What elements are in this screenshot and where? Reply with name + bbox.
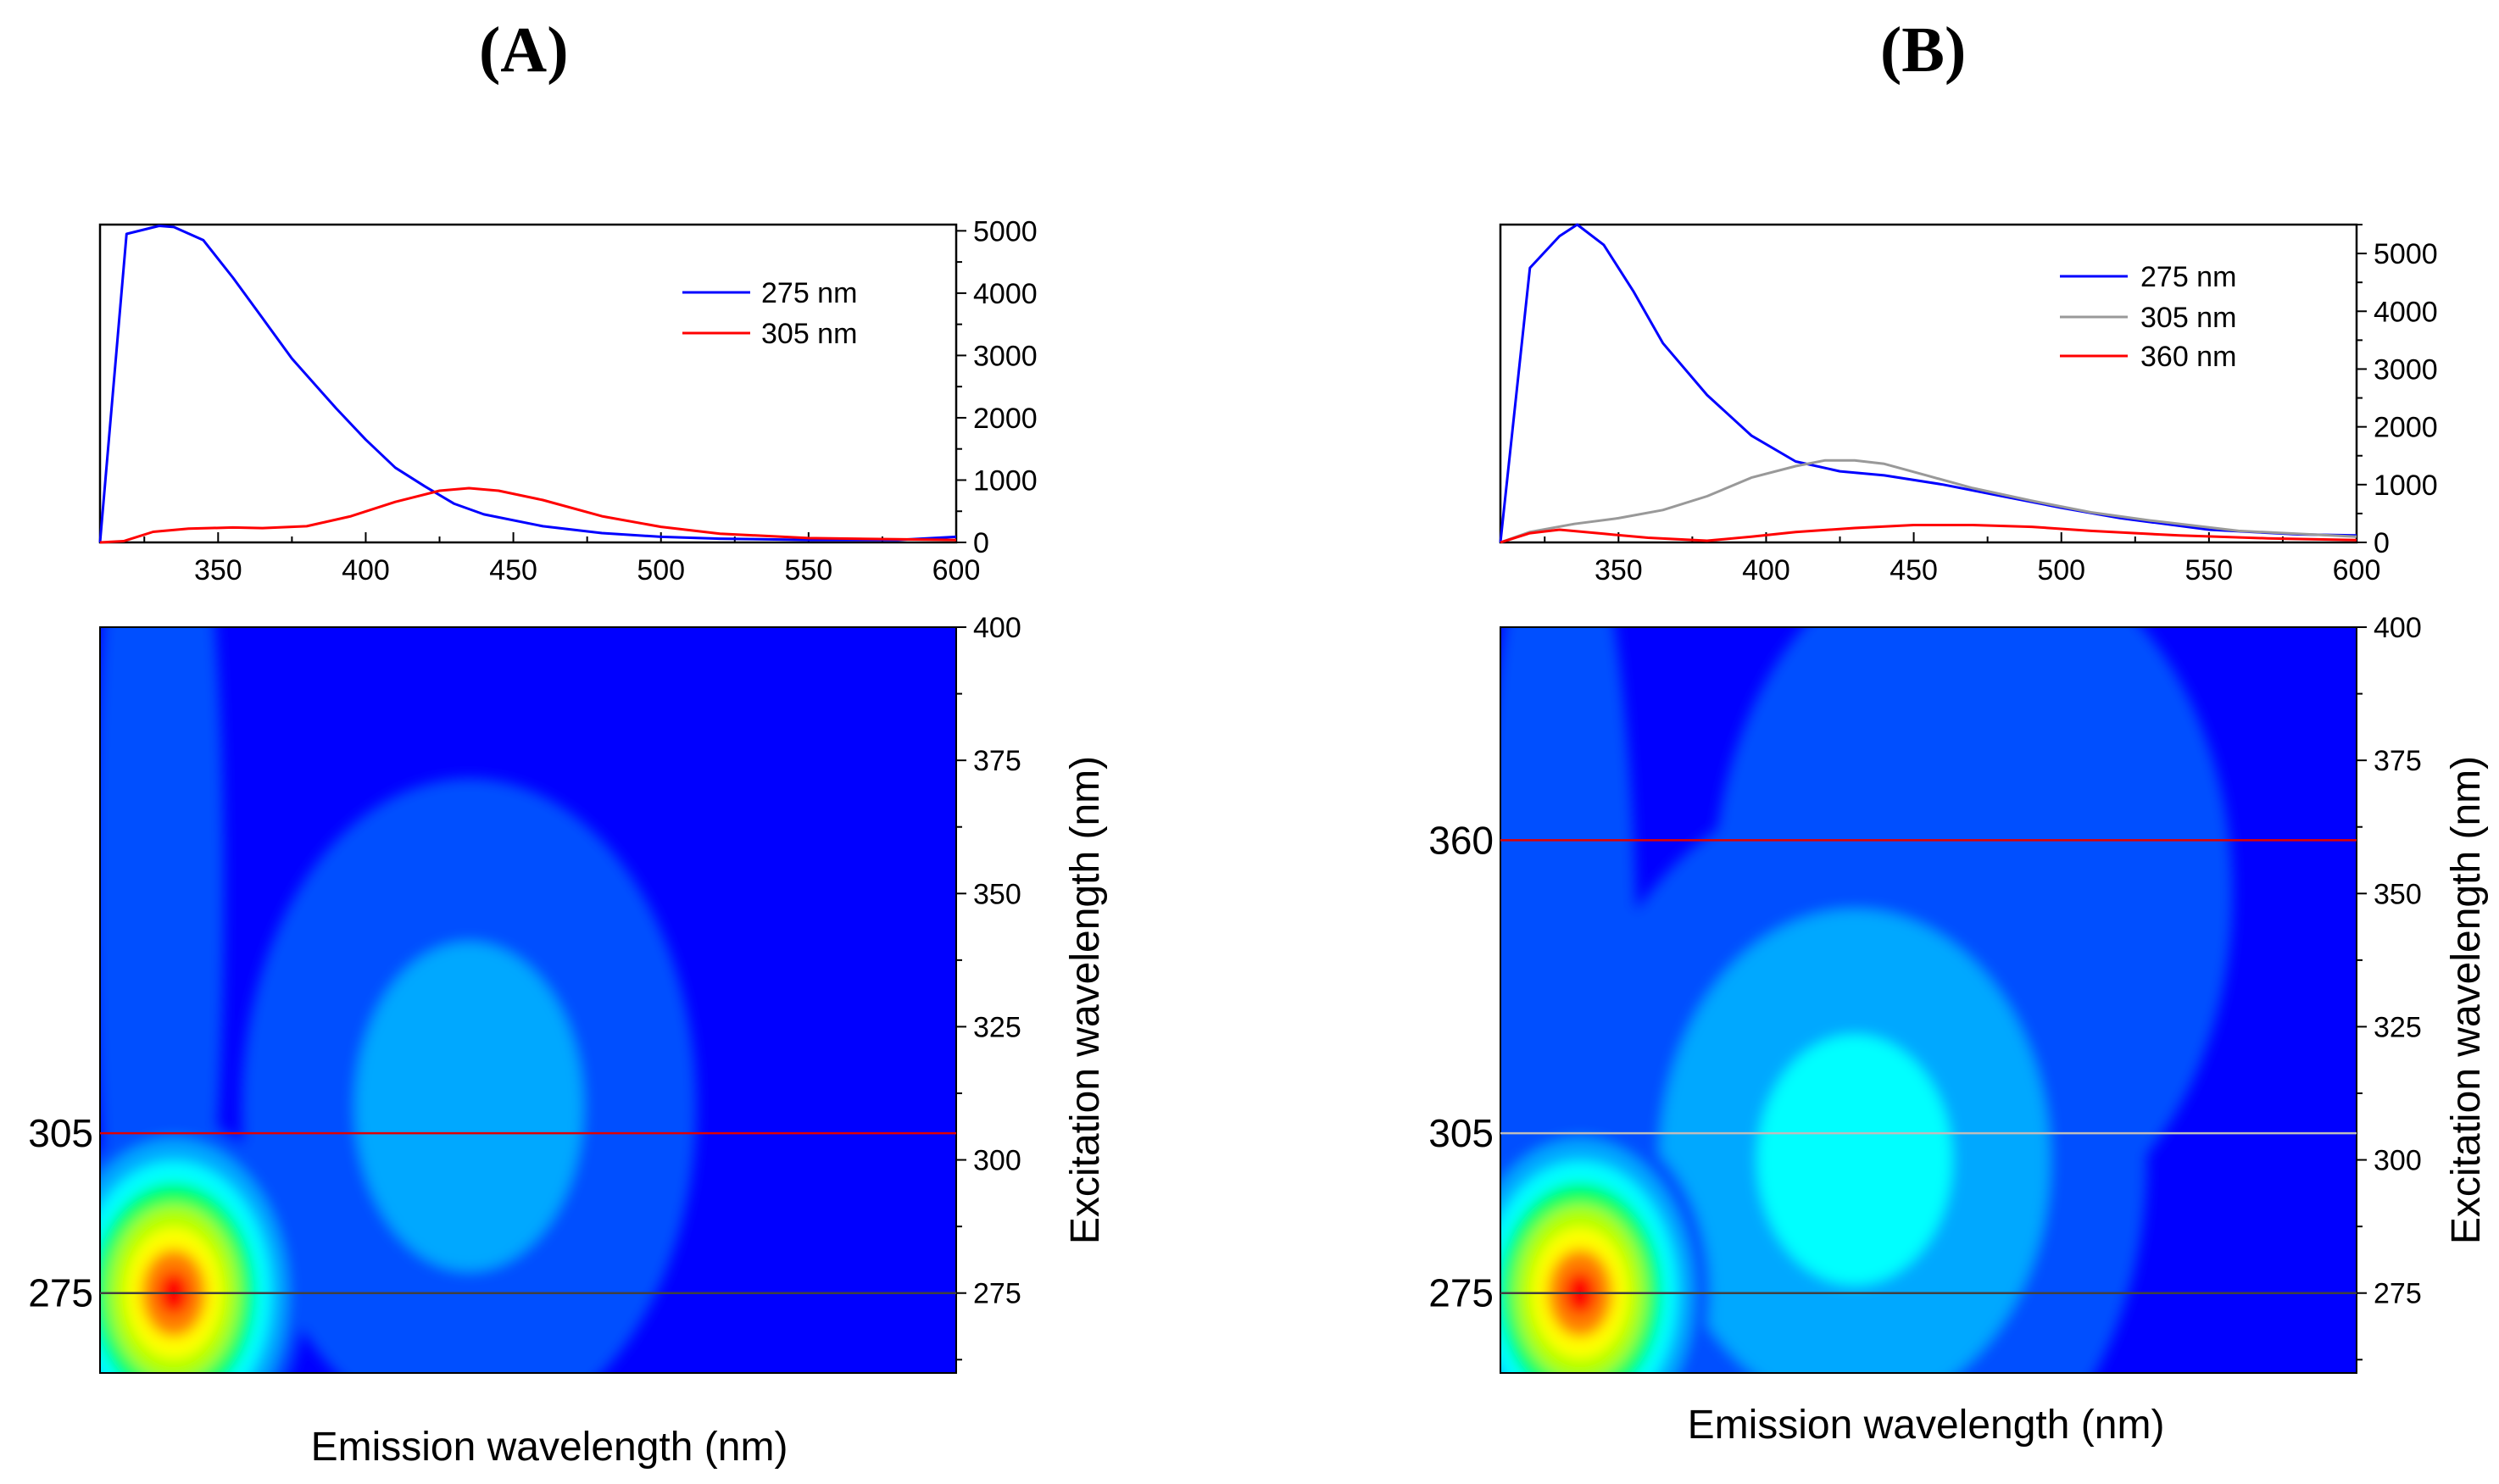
contour-level-2-peak-1 bbox=[355, 942, 583, 1271]
x-tick-label-400: 400 bbox=[342, 554, 390, 586]
spectra-a-frame bbox=[98, 223, 958, 544]
spectra-b-lines bbox=[1499, 223, 2357, 544]
panel-a-spectra: 350 400 450 500 550 600 0 1000 2000 3000 4000 5000… bbox=[98, 215, 1038, 586]
eem-a-x-axis-title: Emission wavelength (nm) bbox=[311, 1425, 788, 1470]
y-tick-label-3000: 3000 bbox=[973, 340, 1038, 372]
series-line-305-nm bbox=[99, 486, 957, 544]
spectra-a-x-ticks: 350 400 450 500 550 600 bbox=[143, 532, 981, 586]
x-tick-label-550: 550 bbox=[2185, 554, 2233, 586]
eem-a-contours bbox=[100, 627, 697, 1373]
eem-b-frame bbox=[1500, 626, 2357, 1374]
series-line-275-nm bbox=[98, 225, 957, 543]
ex-tick-label-300: 300 bbox=[973, 1145, 1021, 1177]
y-tick-label-1000: 1000 bbox=[2374, 470, 2438, 502]
panel-label-b: (B) bbox=[1880, 14, 1967, 86]
eem-a-y-axis-title: Excitation wavelength (nm) bbox=[1063, 756, 1108, 1244]
x-tick-label-350: 350 bbox=[1595, 554, 1643, 586]
contour-level-3-peak-2 bbox=[1757, 1035, 1952, 1286]
panel-b-spectra: 350 400 450 500 550 600 0 1000 2000 3000 4000 5000… bbox=[1499, 223, 2438, 586]
y-tick-label-0: 0 bbox=[2374, 527, 2390, 559]
y-tick-label-4000: 4000 bbox=[2374, 296, 2438, 328]
panel-label-a: (A) bbox=[479, 14, 569, 86]
x-tick-label-500: 500 bbox=[2037, 554, 2085, 586]
series-line-305-nm bbox=[1500, 459, 2357, 544]
spectra-b-y-ticks: 0 1000 2000 3000 4000 5000 bbox=[2357, 224, 2438, 559]
y-tick-label-2000: 2000 bbox=[2374, 412, 2438, 444]
ex-tick-label-400: 400 bbox=[973, 612, 1021, 644]
x-tick-label-550: 550 bbox=[784, 554, 832, 586]
marker-label-305: 305 bbox=[1428, 1111, 1494, 1155]
ex-tick-label-350: 350 bbox=[973, 878, 1021, 910]
ex-tick-label-275: 275 bbox=[2374, 1278, 2422, 1310]
ex-tick-label-375: 375 bbox=[973, 745, 1021, 777]
spectra-a-lines bbox=[98, 225, 957, 544]
series-line-360-nm bbox=[1500, 524, 2357, 544]
ex-tick-label-325: 325 bbox=[973, 1011, 1021, 1043]
x-tick-label-350: 350 bbox=[194, 554, 242, 586]
y-tick-label-1000: 1000 bbox=[973, 464, 1038, 497]
legend-a-305-label: 305 nm bbox=[761, 318, 857, 350]
y-tick-label-0: 0 bbox=[973, 527, 989, 559]
y-tick-label-2000: 2000 bbox=[973, 403, 1038, 435]
y-tick-label-5000: 5000 bbox=[973, 215, 1038, 247]
y-tick-label-3000: 3000 bbox=[2374, 353, 2438, 386]
eem-b-x-axis-title: Emission wavelength (nm) bbox=[1688, 1403, 2165, 1448]
legend-a-275-label: 275 nm bbox=[761, 277, 857, 309]
y-tick-label-5000: 5000 bbox=[2374, 238, 2438, 270]
y-tick-label-4000: 4000 bbox=[973, 278, 1038, 310]
x-tick-label-450: 450 bbox=[489, 554, 537, 586]
spectra-a-legend: 275 nm 305 nm bbox=[682, 277, 857, 350]
marker-label-275: 275 bbox=[28, 1271, 93, 1315]
eem-a-marker-lines: 305 275 bbox=[28, 1111, 956, 1315]
marker-label-275: 275 bbox=[1428, 1271, 1494, 1315]
ex-tick-label-300: 300 bbox=[2374, 1145, 2422, 1177]
legend-b-275-label: 275 nm bbox=[2140, 261, 2236, 293]
ex-tick-label-275: 275 bbox=[973, 1278, 1021, 1310]
spectra-b-frame bbox=[1499, 223, 2358, 544]
ex-tick-label-375: 375 bbox=[2374, 745, 2422, 777]
eem-a-frame bbox=[99, 626, 957, 1374]
marker-label-305: 305 bbox=[28, 1111, 93, 1155]
ex-tick-label-350: 350 bbox=[2374, 878, 2422, 910]
marker-label-360: 360 bbox=[1428, 818, 1494, 862]
x-tick-label-600: 600 bbox=[932, 554, 981, 586]
spectra-b-legend: 275 nm 305 nm 360 nm bbox=[2060, 261, 2236, 373]
eem-b-y-axis-title: Excitation wavelength (nm) bbox=[2444, 756, 2489, 1244]
eem-a-y-ticks: 275 300 325 350 375 400 bbox=[956, 612, 1021, 1361]
series-line-275-nm bbox=[1499, 223, 2357, 543]
panel-a-eem: 275 300 325 350 375 400 305 275 Emission wavel… bbox=[28, 612, 1108, 1470]
panel-b-eem: 275 300 325 350 375 400 360 305 275 Emission wa… bbox=[1428, 612, 2489, 1448]
x-tick-label-600: 600 bbox=[2333, 554, 2381, 586]
legend-b-305-label: 305 nm bbox=[2140, 302, 2236, 334]
x-tick-label-500: 500 bbox=[637, 554, 685, 586]
spectra-b-x-ticks: 350 400 450 500 550 600 bbox=[1544, 532, 2380, 586]
ex-tick-label-400: 400 bbox=[2374, 612, 2422, 644]
spectra-a-y-ticks: 0 1000 2000 3000 4000 5000 bbox=[956, 215, 1038, 559]
x-tick-label-400: 400 bbox=[1742, 554, 1790, 586]
eem-b-contours bbox=[1500, 627, 2233, 1373]
ex-tick-label-325: 325 bbox=[2374, 1011, 2422, 1043]
x-tick-label-450: 450 bbox=[1890, 554, 1938, 586]
legend-b-360-label: 360 nm bbox=[2140, 341, 2236, 373]
eem-b-marker-lines: 360 305 275 bbox=[1428, 818, 2357, 1315]
eem-b-y-ticks: 275 300 325 350 375 400 bbox=[2357, 612, 2422, 1361]
